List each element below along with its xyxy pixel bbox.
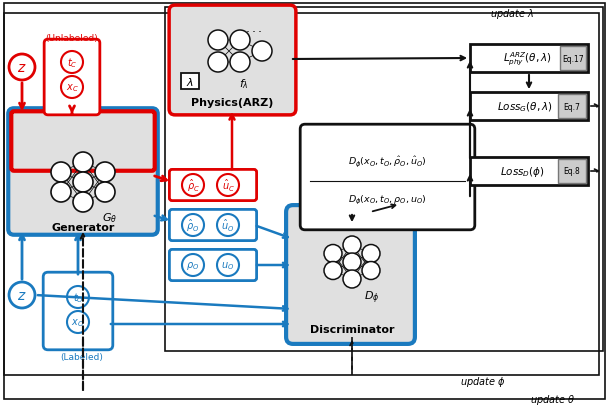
FancyBboxPatch shape [558, 160, 586, 183]
Text: $z$: $z$ [17, 61, 27, 75]
Circle shape [324, 262, 342, 280]
Circle shape [252, 42, 272, 62]
Circle shape [182, 175, 204, 196]
Text: $D_\phi(x_O,t_O,\rho_O,u_O)$: $D_\phi(x_O,t_O,\rho_O,u_O)$ [348, 193, 426, 206]
Text: Eq.7: Eq.7 [564, 102, 581, 111]
Text: $\hat{u}_C$: $\hat{u}_C$ [221, 177, 234, 194]
FancyBboxPatch shape [170, 250, 257, 281]
Circle shape [182, 254, 204, 276]
Text: update $\phi$: update $\phi$ [460, 374, 506, 388]
FancyBboxPatch shape [181, 74, 199, 90]
Text: $\hat{\rho}_C$: $\hat{\rho}_C$ [187, 177, 199, 194]
Circle shape [61, 52, 83, 74]
Circle shape [362, 262, 380, 280]
FancyBboxPatch shape [44, 40, 100, 115]
Circle shape [51, 183, 71, 202]
Text: $u_O$: $u_O$ [221, 260, 235, 271]
Text: $\hat{u}_O$: $\hat{u}_O$ [221, 217, 235, 233]
Text: $L_{phy}^{ARZ}(\theta, \lambda)$: $L_{phy}^{ARZ}(\theta, \lambda)$ [503, 50, 551, 68]
Text: $z$: $z$ [17, 288, 27, 302]
Text: $t_C$: $t_C$ [66, 56, 77, 70]
Text: $Loss_G(\theta, \lambda)$: $Loss_G(\theta, \lambda)$ [497, 100, 553, 113]
Circle shape [208, 53, 228, 73]
Circle shape [9, 282, 35, 308]
Circle shape [208, 31, 228, 51]
Circle shape [230, 53, 250, 73]
Text: $...$: $...$ [245, 21, 263, 34]
Text: $x_O$: $x_O$ [71, 316, 85, 328]
Circle shape [182, 215, 204, 237]
FancyBboxPatch shape [9, 109, 158, 235]
Text: $t_O$: $t_O$ [73, 290, 84, 304]
FancyBboxPatch shape [43, 273, 113, 350]
Circle shape [51, 162, 71, 183]
FancyBboxPatch shape [300, 125, 475, 230]
Text: update $\theta$: update $\theta$ [530, 392, 575, 405]
Circle shape [343, 270, 361, 288]
Text: Discriminator: Discriminator [310, 324, 394, 334]
Circle shape [217, 215, 239, 237]
FancyBboxPatch shape [470, 93, 588, 121]
Circle shape [73, 192, 93, 213]
Circle shape [95, 162, 115, 183]
Circle shape [67, 311, 89, 333]
Circle shape [217, 254, 239, 276]
FancyBboxPatch shape [170, 170, 257, 201]
FancyBboxPatch shape [286, 206, 415, 344]
Circle shape [343, 237, 361, 254]
Circle shape [343, 254, 361, 271]
Text: update $\lambda$: update $\lambda$ [490, 7, 534, 21]
FancyBboxPatch shape [560, 47, 586, 71]
Text: (Labeled): (Labeled) [60, 353, 104, 362]
Circle shape [217, 175, 239, 196]
FancyBboxPatch shape [170, 210, 257, 241]
Text: Eq.8: Eq.8 [564, 167, 580, 176]
Text: (Unlabeled): (Unlabeled) [46, 34, 98, 43]
Circle shape [73, 173, 93, 192]
FancyBboxPatch shape [558, 95, 586, 119]
FancyBboxPatch shape [169, 6, 296, 115]
Text: $f_\lambda$: $f_\lambda$ [239, 77, 249, 91]
Text: $Loss_D(\phi)$: $Loss_D(\phi)$ [500, 164, 544, 179]
FancyBboxPatch shape [12, 112, 155, 171]
FancyBboxPatch shape [470, 158, 588, 185]
Text: $\rho_O$: $\rho_O$ [187, 259, 199, 271]
Text: $\lambda$: $\lambda$ [186, 76, 194, 88]
Circle shape [67, 286, 89, 308]
Text: $G_\theta$: $G_\theta$ [102, 211, 118, 224]
Text: Generator: Generator [51, 222, 115, 232]
Text: $x_C$: $x_C$ [66, 82, 78, 94]
Text: Physics(ARZ): Physics(ARZ) [191, 98, 273, 108]
Circle shape [73, 153, 93, 173]
FancyBboxPatch shape [470, 45, 588, 73]
Text: Eq.17: Eq.17 [562, 54, 584, 63]
Circle shape [95, 183, 115, 202]
Text: $D_\phi(x_O,t_O,\hat{\rho}_O,\hat{u}_O)$: $D_\phi(x_O,t_O,\hat{\rho}_O,\hat{u}_O)$ [348, 154, 426, 169]
Circle shape [324, 245, 342, 263]
Circle shape [362, 245, 380, 263]
Text: $D_\phi$: $D_\phi$ [364, 289, 379, 305]
Circle shape [230, 31, 250, 51]
Circle shape [9, 55, 35, 81]
Text: $\hat{\rho}_O$: $\hat{\rho}_O$ [186, 217, 199, 234]
Circle shape [61, 77, 83, 99]
